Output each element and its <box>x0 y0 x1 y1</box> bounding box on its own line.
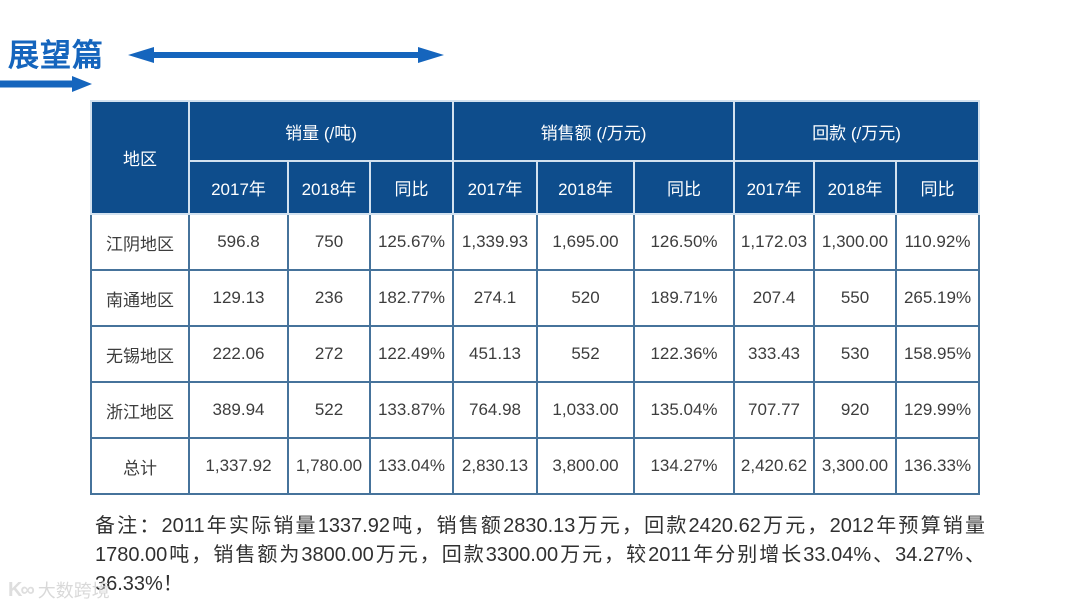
value-cell: 764.98 <box>452 381 538 439</box>
value-cell: 3,800.00 <box>536 437 635 495</box>
column-header-amount-yoy: 同比 <box>632 160 736 215</box>
value-cell: 333.43 <box>733 325 816 383</box>
value-cell: 2,420.62 <box>733 437 816 495</box>
value-cell: 133.87% <box>369 381 454 439</box>
table-row: 江阴地区 596.8 750 125.67% 1,339.93 1,695.00… <box>90 213 981 271</box>
value-cell: 596.8 <box>188 213 289 271</box>
value-cell: 222.06 <box>188 325 289 383</box>
value-cell: 126.50% <box>632 213 736 271</box>
value-cell: 1,780.00 <box>287 437 371 495</box>
watermark-logo-icon: K∞ <box>8 578 35 601</box>
group-header-sales-volume: 销量 (/吨) <box>188 100 454 162</box>
sales-forecast-table: 地区 销量 (/吨) 销售额 (/万元) 回款 (/万元) 2017年 2018… <box>90 100 981 495</box>
value-cell: 265.19% <box>895 269 981 327</box>
value-cell: 1,337.92 <box>188 437 289 495</box>
value-cell: 135.04% <box>632 381 736 439</box>
value-cell: 389.94 <box>188 381 289 439</box>
value-cell: 520 <box>536 269 635 327</box>
value-cell: 207.4 <box>733 269 816 327</box>
region-cell: 浙江地区 <box>90 381 190 439</box>
table-row: 无锡地区 222.06 272 122.49% 451.13 552 122.3… <box>90 325 981 383</box>
value-cell: 3,300.00 <box>813 437 898 495</box>
value-cell: 1,033.00 <box>536 381 635 439</box>
column-header-amount-2017: 2017年 <box>452 160 538 215</box>
region-cell: 总计 <box>90 437 190 495</box>
region-cell: 江阴地区 <box>90 213 190 271</box>
value-cell: 272 <box>287 325 371 383</box>
value-cell: 110.92% <box>895 213 981 271</box>
column-header-collection-2017: 2017年 <box>733 160 816 215</box>
value-cell: 134.27% <box>632 437 736 495</box>
value-cell: 182.77% <box>369 269 454 327</box>
value-cell: 750 <box>287 213 371 271</box>
region-cell: 无锡地区 <box>90 325 190 383</box>
value-cell: 530 <box>813 325 898 383</box>
column-header-collection-2018: 2018年 <box>813 160 898 215</box>
value-cell: 236 <box>287 269 371 327</box>
value-cell: 122.49% <box>369 325 454 383</box>
table-row-total: 总计 1,337.92 1,780.00 133.04% 2,830.13 3,… <box>90 437 981 495</box>
column-header-volume-2018: 2018年 <box>287 160 371 215</box>
value-cell: 158.95% <box>895 325 981 383</box>
value-cell: 522 <box>287 381 371 439</box>
value-cell: 1,695.00 <box>536 213 635 271</box>
table-row: 浙江地区 389.94 522 133.87% 764.98 1,033.00 … <box>90 381 981 439</box>
group-header-collection: 回款 (/万元) <box>733 100 981 162</box>
watermark-text: 大数跨境 <box>37 581 110 601</box>
value-cell: 274.1 <box>452 269 538 327</box>
value-cell: 1,300.00 <box>813 213 898 271</box>
column-header-volume-yoy: 同比 <box>369 160 454 215</box>
value-cell: 1,172.03 <box>733 213 816 271</box>
group-header-sales-amount: 销售额 (/万元) <box>451 100 736 162</box>
value-cell: 189.71% <box>632 269 736 327</box>
value-cell: 920 <box>813 381 898 439</box>
value-cell: 136.33% <box>895 437 981 495</box>
value-cell: 129.99% <box>895 381 981 439</box>
value-cell: 451.13 <box>452 325 538 383</box>
watermark: K∞ 大数跨境 <box>8 577 110 603</box>
value-cell: 2,830.13 <box>452 437 538 495</box>
value-cell: 1,339.93 <box>452 213 538 271</box>
title-double-arrow-shape <box>128 47 444 63</box>
footnote: 备注：2011年实际销量1337.92吨，销售额2830.13万元，回款2420… <box>95 515 985 595</box>
column-header-volume-2017: 2017年 <box>188 160 289 215</box>
value-cell: 552 <box>536 325 635 383</box>
region-cell: 南通地区 <box>90 269 190 327</box>
column-header-collection-yoy: 同比 <box>895 160 981 215</box>
column-header-region: 地区 <box>90 100 190 215</box>
table-row: 南通地区 129.13 236 182.77% 274.1 520 189.71… <box>90 269 981 327</box>
page-title: 展望篇 <box>8 38 104 73</box>
value-cell: 122.36% <box>632 325 736 383</box>
value-cell: 133.04% <box>369 437 454 495</box>
value-cell: 550 <box>813 269 898 327</box>
value-cell: 129.13 <box>188 269 289 327</box>
title-underline-arrow-shape <box>0 76 92 92</box>
value-cell: 125.67% <box>369 213 454 271</box>
column-header-amount-2018: 2018年 <box>536 160 635 215</box>
value-cell: 707.77 <box>733 381 816 439</box>
